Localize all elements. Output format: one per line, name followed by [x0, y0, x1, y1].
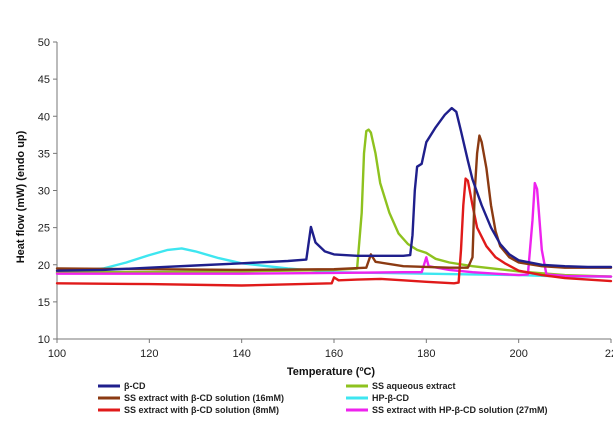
legend-label: SS extract with β-CD solution (16mM)	[124, 393, 284, 403]
legend-label: HP-β-CD	[372, 393, 409, 403]
legend: β-CD SS aqueous extract SS extract with β-…	[98, 381, 548, 415]
y-tick-label: 20	[38, 260, 50, 272]
y-tick-label: 30	[38, 186, 50, 198]
plot-area	[57, 42, 611, 339]
legend-label: SS aqueous extract	[372, 381, 456, 391]
series-line	[57, 108, 611, 271]
series-layer	[57, 108, 611, 285]
x-tick-label: 22	[605, 348, 613, 360]
x-tick-label: 160	[325, 348, 343, 360]
x-tick-label: 120	[140, 348, 158, 360]
legend-label: SS extract with β-CD solution (8mM)	[124, 405, 279, 415]
legend-label: SS extract with HP-β-CD solution (27mM)	[372, 405, 548, 415]
x-tick-label: 180	[417, 348, 435, 360]
legend-label: β-CD	[124, 381, 146, 391]
x-tick-label: 200	[509, 348, 527, 360]
x-tick-label: 140	[232, 348, 250, 360]
y-tick-label: 15	[38, 297, 50, 309]
tick-labels: 10 15 20 25 30 35 40 45 50 100 120 140 160 180 200 22	[38, 37, 613, 360]
y-tick-label: 50	[38, 37, 50, 49]
y-tick-label: 40	[38, 111, 50, 123]
y-tick-label: 10	[38, 334, 50, 346]
y-tick-label: 35	[38, 148, 50, 160]
x-axis-title: Temperature (ºC)	[287, 366, 375, 378]
series-line	[57, 136, 611, 270]
y-axis-title: Heat flow (mW) (endo up)	[15, 130, 27, 263]
x-tick-label: 100	[48, 348, 66, 360]
y-tick-label: 45	[38, 74, 50, 86]
y-tick-label: 25	[38, 223, 50, 235]
